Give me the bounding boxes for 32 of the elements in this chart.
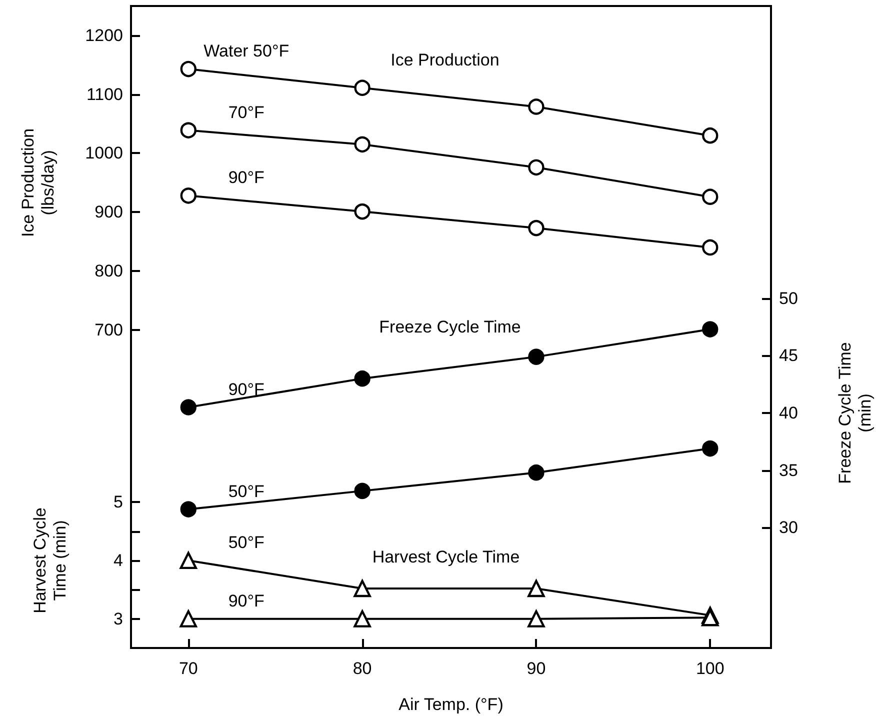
y2-tick-label: 30	[779, 518, 798, 538]
y3-tick-label: 4	[114, 550, 123, 570]
y2-tick-label: 45	[779, 346, 798, 366]
y-tick-label: 800	[94, 262, 123, 281]
series-label: 50°F	[228, 482, 264, 501]
y-tick-label: 700	[94, 320, 123, 340]
annotation: Freeze Cycle Time	[379, 318, 521, 336]
y3-tick-label: 3	[114, 609, 123, 628]
annotation: Harvest Cycle Time	[372, 548, 520, 566]
x-tick-label: 90	[526, 659, 546, 678]
series-label: 70°F	[228, 102, 264, 122]
y3-tick-label: 5	[114, 492, 123, 512]
annotation: Ice Production	[390, 50, 500, 70]
y-tick-label: 1200	[85, 26, 123, 45]
series-label: 90°F	[228, 168, 264, 188]
y2-tick-label: 35	[779, 460, 798, 480]
series-label: 90°F	[228, 591, 264, 610]
y2-tick-label: 50	[779, 288, 798, 308]
y-tick-label: 1100	[86, 84, 123, 104]
series-label: Water 50°F	[204, 42, 290, 61]
y2-tick-label: 40	[779, 403, 798, 422]
y-tick-label: 1000	[85, 144, 123, 163]
x-axis-title: Air Temp. (°F)	[398, 695, 504, 714]
x-tick-label: 70	[178, 659, 198, 678]
x-tick-label: 100	[696, 659, 724, 678]
series-label: 50°F	[228, 532, 264, 552]
y-tick-label: 900	[94, 202, 123, 222]
x-tick-label: 80	[352, 659, 372, 678]
y-axis-title: Ice Production (lbs/day)	[18, 128, 58, 238]
y3-axis-title: Harvest Cycle Time (min)	[30, 508, 70, 614]
y2-axis-title: Freeze Cycle Time (min)	[836, 342, 874, 484]
series-label: 90°F	[228, 380, 264, 399]
